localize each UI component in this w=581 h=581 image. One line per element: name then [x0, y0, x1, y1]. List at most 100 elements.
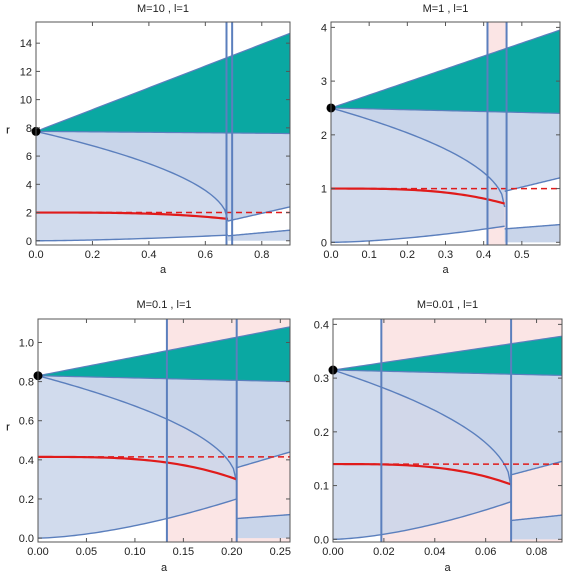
blue-region-lower	[38, 375, 237, 539]
y-tick-label: 3	[321, 76, 327, 88]
y-tick-label: 8	[26, 123, 32, 135]
lower-branch-curve	[333, 501, 512, 541]
y-tick-label: 14	[20, 38, 32, 50]
x-tick-label: 0.00	[27, 546, 48, 558]
x-tick-label: 0.6	[198, 249, 213, 261]
blue-region-post	[511, 515, 562, 540]
post-critical-upper-curve	[236, 451, 290, 469]
y-tick-label: 12	[20, 66, 32, 78]
x-tick-label: 0.02	[373, 546, 394, 558]
y-axis-label: r	[6, 422, 10, 434]
x-tick-label: 0.2	[85, 249, 100, 261]
y-tick-label: 0.4	[19, 455, 34, 467]
y-axis-label: r	[6, 125, 10, 137]
x-tick-label: 0.20	[221, 546, 242, 558]
x-tick-label: 0.00	[322, 546, 343, 558]
panel-title: M=1 , l=1	[423, 3, 469, 15]
post-critical-lower-curve	[227, 229, 290, 237]
x-axis-label: a	[160, 264, 167, 276]
x-tick-label: 0.04	[424, 546, 445, 558]
y-tick-label: 4	[321, 22, 327, 34]
plot-area	[333, 319, 562, 542]
x-tick-label: 0.10	[124, 546, 145, 558]
teal-region	[38, 326, 290, 383]
teal-region	[333, 335, 562, 377]
y-tick-label: 0	[26, 236, 32, 248]
y-axis-label: r	[6, 422, 10, 434]
blue-region-upper	[331, 107, 560, 208]
teal-region	[36, 32, 290, 135]
plot-area	[38, 319, 290, 542]
teal-region	[331, 29, 560, 114]
plot-frame	[37, 318, 291, 543]
lower-branch-curve	[331, 225, 505, 244]
y-tick-label: 0.0	[314, 534, 329, 546]
upper-branch-curve	[38, 375, 238, 483]
y-tick-label: 4	[26, 179, 32, 191]
x-axis-label: a	[444, 562, 451, 574]
x-tick-label: 0.25	[270, 546, 291, 558]
y-tick-label: 1	[321, 184, 327, 196]
x-tick-label: 0.15	[173, 546, 194, 558]
post-critical-lower-curve	[511, 514, 562, 522]
y-tick-label: 1.0	[19, 337, 34, 349]
y-tick-label: 0	[321, 237, 327, 249]
y-tick-label: 2	[321, 130, 327, 142]
blue-region-lower	[331, 107, 505, 243]
x-tick-label: 0.05	[76, 546, 97, 558]
y-tick-label: 0.2	[19, 494, 34, 506]
post-critical-lower-curve	[504, 223, 560, 230]
blue-region-lower	[333, 370, 512, 540]
chart-panel-4: 0.00 0.02 0.04 0.06 0.08 0.0 0.1 0.2 0.3 0.4 a r M=0…	[6, 299, 563, 574]
x-tick-label: 0.2	[400, 249, 415, 261]
x-tick-label: 0.4	[141, 249, 156, 261]
blue-region-post	[504, 224, 560, 243]
panel-title: M=0.01 , l=1	[417, 299, 478, 311]
chart-panel-1: 0.0 0.2 0.4 0.6 0.8 0 2 4 6 8 10 12 14 a r M=10 , l=1	[6, 3, 291, 276]
post-critical-upper-curve	[227, 206, 290, 222]
x-tick-label: 0.4	[476, 249, 491, 261]
panel-title: M=10 , l=1	[137, 3, 189, 15]
blue-region-post	[227, 230, 290, 241]
red-solid-curve	[331, 187, 505, 205]
red-solid-curve	[333, 462, 512, 486]
y-tick-label: 2	[26, 208, 32, 220]
red-solid-curve	[36, 211, 229, 220]
panel-title: M=0.1 , l=1	[136, 299, 191, 311]
x-axis-label: a	[442, 264, 449, 276]
plot-frame	[35, 21, 291, 246]
upper-branch-curve	[331, 107, 506, 208]
x-tick-label: 0.0	[323, 249, 338, 261]
red-solid-curve	[38, 455, 238, 481]
blue-region-upper	[333, 370, 562, 488]
blue-region-upper	[38, 375, 290, 483]
x-tick-label: 0.8	[254, 249, 269, 261]
x-tick-label: 0.3	[438, 249, 453, 261]
x-tick-label: 0.5	[514, 249, 529, 261]
y-tick-label: 0.1	[314, 481, 329, 493]
y-tick-label: 0.4	[314, 319, 329, 331]
x-axis-label: a	[161, 562, 168, 574]
y-tick-label: 0.0	[19, 533, 34, 545]
x-tick-label: 0.06	[475, 546, 496, 558]
y-tick-label: 6	[26, 151, 32, 163]
plot-frame	[332, 318, 563, 543]
plot-area	[36, 22, 290, 245]
x-tick-label: 0.1	[362, 249, 377, 261]
chart-panel-3: 0.00 0.05 0.10 0.15 0.20 0.25 0.0 0.2 0.4 0.6 0.8 1…	[6, 299, 291, 574]
plot-area	[331, 22, 560, 245]
upper-branch-curve	[333, 369, 512, 488]
y-tick-label: 10	[20, 95, 32, 107]
lower-branch-curve	[38, 498, 237, 539]
x-tick-label: 0.08	[526, 546, 547, 558]
y-tick-label: 0.2	[314, 427, 329, 439]
y-tick-label: 0.3	[314, 373, 329, 385]
x-tick-label: 0.0	[28, 249, 43, 261]
y-tick-label: 0.8	[19, 377, 34, 389]
upper-branch-curve	[36, 130, 229, 222]
y-axis-label: r	[6, 125, 10, 137]
blue-region-post	[236, 514, 290, 539]
y-tick-label: 0.6	[19, 416, 34, 428]
